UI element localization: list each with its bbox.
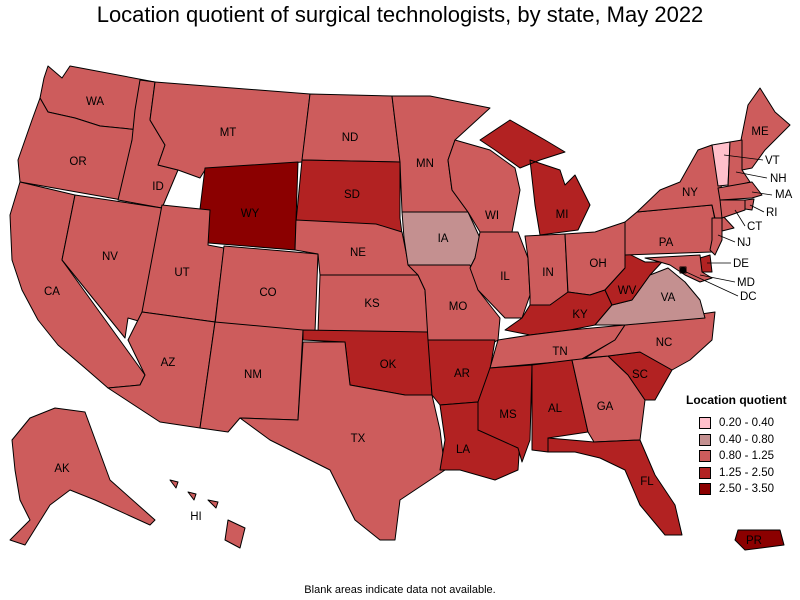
- legend-item: 1.25 - 2.50: [686, 465, 796, 482]
- state-tx[interactable]: [239, 341, 446, 541]
- label-tx: TX: [351, 433, 366, 445]
- label-md: MD: [737, 277, 755, 289]
- label-ky: KY: [572, 309, 588, 321]
- state-nc[interactable]: [584, 311, 716, 371]
- label-nd: ND: [342, 132, 359, 144]
- label-mn: MN: [416, 158, 434, 170]
- label-il: IL: [500, 271, 510, 283]
- state-wy[interactable]: [195, 161, 299, 251]
- label-ia: IA: [438, 233, 449, 245]
- label-ca: CA: [44, 286, 60, 298]
- chart-title: Location quotient of surgical technologi…: [96, 2, 704, 27]
- legend-label: 0.40 - 0.80: [719, 433, 774, 446]
- legend-label: 0.20 - 0.40: [719, 417, 774, 430]
- label-co: CO: [259, 287, 276, 299]
- state-md[interactable]: [644, 254, 713, 283]
- label-sd: SD: [344, 189, 360, 201]
- state-pr[interactable]: [734, 529, 785, 551]
- label-ga: GA: [597, 401, 614, 413]
- legend-item: 0.20 - 0.40: [686, 415, 796, 432]
- leader-lines: [683, 154, 773, 297]
- label-in: IN: [542, 267, 554, 279]
- label-pr: PR: [746, 535, 762, 547]
- label-ks: KS: [364, 298, 380, 310]
- label-ar: AR: [454, 368, 470, 380]
- label-ak: AK: [54, 463, 70, 475]
- label-mi: MI: [556, 209, 569, 221]
- label-ut: UT: [174, 267, 189, 279]
- label-mt: MT: [220, 127, 237, 139]
- label-hi: HI: [190, 511, 202, 523]
- label-ma: MA: [775, 189, 793, 201]
- label-ms: MS: [499, 409, 517, 421]
- label-wa: WA: [86, 96, 104, 108]
- label-de: DE: [733, 258, 749, 270]
- label-tn: TN: [552, 346, 567, 358]
- legend-item: 0.80 - 1.25: [686, 448, 796, 465]
- legend-title: Location quotient: [686, 393, 787, 407]
- label-nj: NJ: [737, 237, 751, 249]
- legend-swatch: [699, 433, 711, 446]
- label-al: AL: [548, 403, 563, 415]
- label-id: ID: [152, 181, 164, 193]
- state-hi[interactable]: [169, 479, 246, 549]
- legend-swatch: [699, 483, 711, 496]
- label-ok: OK: [380, 359, 397, 371]
- legend-swatch: [699, 417, 711, 430]
- state-il[interactable]: [469, 231, 531, 319]
- legend-item: 2.50 - 3.50: [686, 481, 796, 498]
- legend: Location quotient 0.20 - 0.40 0.40 - 0.8…: [686, 393, 796, 498]
- legend-item: 0.40 - 0.80: [686, 432, 796, 449]
- label-ny: NY: [682, 187, 698, 199]
- label-nm: NM: [244, 369, 262, 381]
- state-me[interactable]: [739, 87, 791, 171]
- label-ri: RI: [766, 207, 778, 219]
- state-fl[interactable]: [547, 437, 683, 536]
- dc-marker-dot: [680, 267, 686, 273]
- legend-label: 0.80 - 1.25: [719, 450, 774, 463]
- state-ma[interactable]: [717, 181, 763, 201]
- label-wv: WV: [618, 285, 637, 297]
- label-fl: FL: [640, 476, 654, 488]
- state-ri[interactable]: [744, 198, 755, 211]
- legend-swatch: [699, 466, 711, 479]
- state-nh[interactable]: [727, 139, 751, 189]
- footnote: Blank areas indicate data not available.: [304, 584, 496, 596]
- label-va: VA: [661, 292, 676, 304]
- label-sc: SC: [632, 369, 648, 381]
- label-wy: WY: [241, 208, 260, 220]
- state-nd[interactable]: [301, 93, 401, 163]
- label-mo: MO: [449, 301, 468, 313]
- label-me: ME: [751, 126, 769, 138]
- label-az: AZ: [161, 357, 176, 369]
- label-ct: CT: [747, 221, 762, 233]
- label-oh: OH: [589, 258, 606, 270]
- label-dc: DC: [740, 291, 757, 303]
- state-nj[interactable]: [709, 217, 723, 256]
- state-mi[interactable]: [479, 119, 591, 236]
- label-nv: NV: [102, 251, 118, 263]
- state-wi[interactable]: [447, 139, 521, 233]
- label-nh: NH: [770, 173, 787, 185]
- label-pa: PA: [659, 237, 674, 249]
- legend-label: 1.25 - 2.50: [719, 466, 774, 479]
- state-ct[interactable]: [719, 199, 746, 219]
- legend-swatch: [699, 450, 711, 463]
- label-la: LA: [456, 444, 470, 456]
- legend-label: 2.50 - 3.50: [719, 483, 774, 496]
- label-nc: NC: [656, 337, 673, 349]
- state-ak[interactable]: [9, 407, 156, 546]
- label-or: OR: [69, 156, 86, 168]
- label-wi: WI: [485, 210, 499, 222]
- label-vt: VT: [765, 155, 780, 167]
- label-ne: NE: [350, 247, 366, 259]
